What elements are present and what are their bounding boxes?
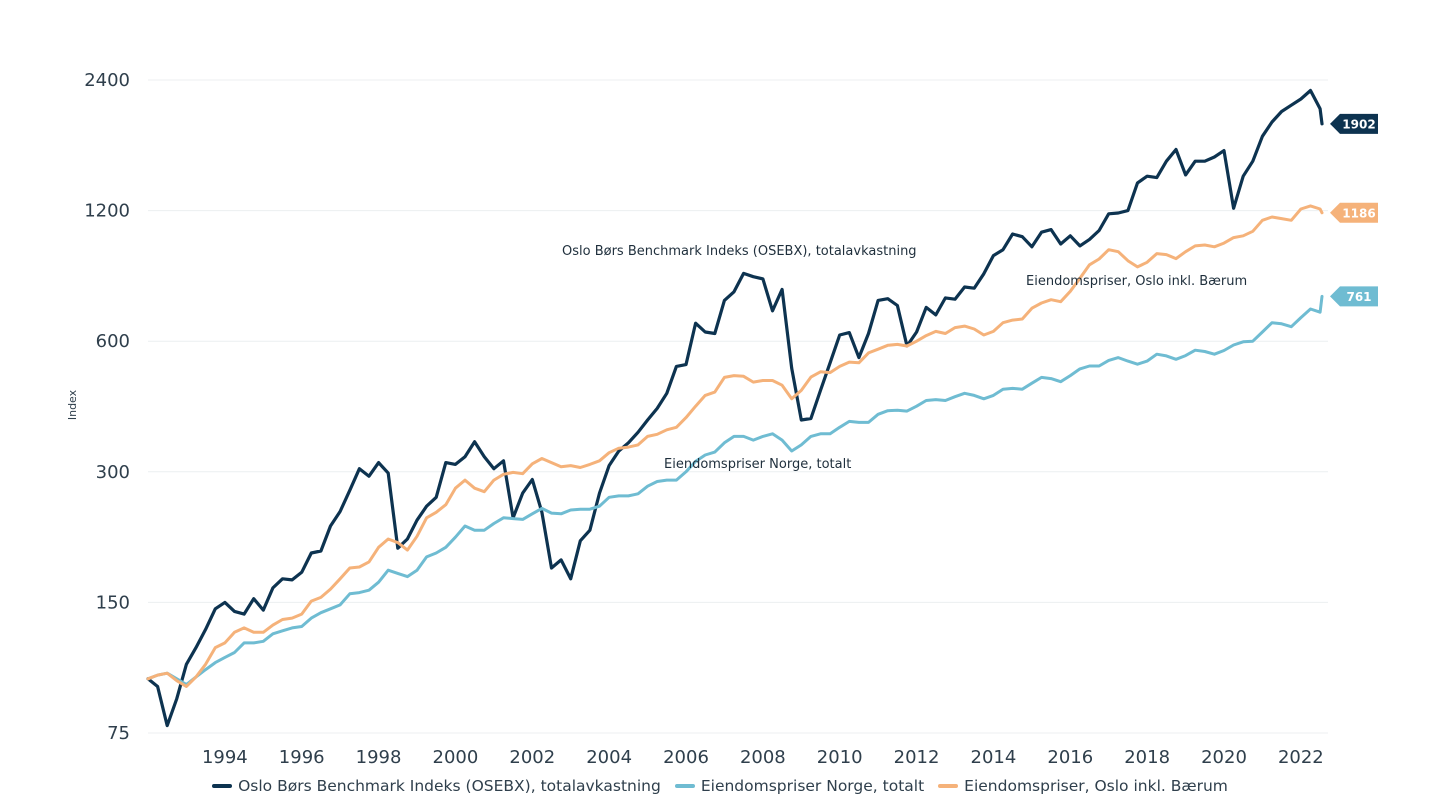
x-tick-label: 2008 xyxy=(740,747,786,768)
legend-label-norge: Eiendomspriser Norge, totalt xyxy=(700,777,925,795)
x-tick-label: 1998 xyxy=(356,747,402,768)
x-tick-label: 2002 xyxy=(509,747,555,768)
x-tick-label: 2014 xyxy=(971,747,1017,768)
x-tick-label: 2012 xyxy=(894,747,940,768)
y-axis-label: Index xyxy=(66,389,79,420)
x-tick-label: 2010 xyxy=(817,747,863,768)
legend-label-osebx: Oslo Børs Benchmark Indeks (OSEBX), tota… xyxy=(238,777,661,795)
y-tick-label: 150 xyxy=(96,592,130,613)
x-axis-ticks: 1994 1996 1998 2000 2002 2004 2006 2008 2010 2012… xyxy=(202,747,1324,768)
annotation-norge: Eiendomspriser Norge, totalt xyxy=(664,457,851,472)
x-tick-label: 2004 xyxy=(586,747,632,768)
y-tick-label: 1200 xyxy=(84,201,130,222)
series-line-osebx xyxy=(146,88,1324,728)
end-badge-osebx: 1902 xyxy=(1330,113,1378,134)
y-tick-label: 600 xyxy=(96,331,130,352)
x-tick-label: 2018 xyxy=(1124,747,1170,768)
legend: Oslo Børs Benchmark Indeks (OSEBX), tota… xyxy=(0,777,1440,795)
x-tick-label: 2022 xyxy=(1278,747,1324,768)
end-badge-shape-norge xyxy=(1330,286,1378,307)
legend-swatch-norge xyxy=(674,784,695,788)
end-badge-shape-osebx xyxy=(1330,113,1378,134)
legend-item-norge[interactable]: Eiendomspriser Norge, totalt xyxy=(674,777,925,795)
legend-swatch-oslo xyxy=(938,784,959,788)
y-tick-label: 2400 xyxy=(84,70,130,91)
legend-swatch-osebx xyxy=(212,784,233,788)
annotation-oslo: Eiendomspriser, Oslo inkl. Bærum xyxy=(1026,274,1247,289)
legend-item-oslo[interactable]: Eiendomspriser, Oslo inkl. Bærum xyxy=(938,777,1228,795)
end-badge-label-osebx: 1902 xyxy=(1342,117,1375,131)
end-value-badges: 1902 761 1186 xyxy=(1330,113,1378,307)
y-axis-ticks: 75 150 300 600 1200 2400 xyxy=(84,70,130,744)
series-line-norge xyxy=(146,294,1324,686)
gridlines xyxy=(148,79,1328,734)
y-tick-label: 75 xyxy=(107,723,130,744)
x-tick-label: 2016 xyxy=(1047,747,1093,768)
x-tick-label: 2006 xyxy=(663,747,709,768)
x-tick-label: 2020 xyxy=(1201,747,1247,768)
x-tick-label: 1996 xyxy=(279,747,325,768)
y-tick-label: 300 xyxy=(96,462,130,483)
x-tick-label: 1994 xyxy=(202,747,248,768)
end-badge-oslo: 1186 xyxy=(1330,202,1378,223)
end-badge-label-oslo: 1186 xyxy=(1342,206,1375,220)
legend-label-oslo: Eiendomspriser, Oslo inkl. Bærum xyxy=(964,777,1228,795)
end-badge-label-norge: 761 xyxy=(1346,290,1371,304)
series-lines xyxy=(146,88,1324,728)
end-badge-norge: 761 xyxy=(1330,286,1378,307)
annotation-osebx: Oslo Børs Benchmark Indeks (OSEBX), tota… xyxy=(562,244,917,259)
series-line-oslo xyxy=(146,204,1324,688)
x-tick-label: 2000 xyxy=(433,747,479,768)
end-badge-shape-oslo xyxy=(1330,202,1378,223)
legend-item-osebx[interactable]: Oslo Børs Benchmark Indeks (OSEBX), tota… xyxy=(212,777,661,795)
